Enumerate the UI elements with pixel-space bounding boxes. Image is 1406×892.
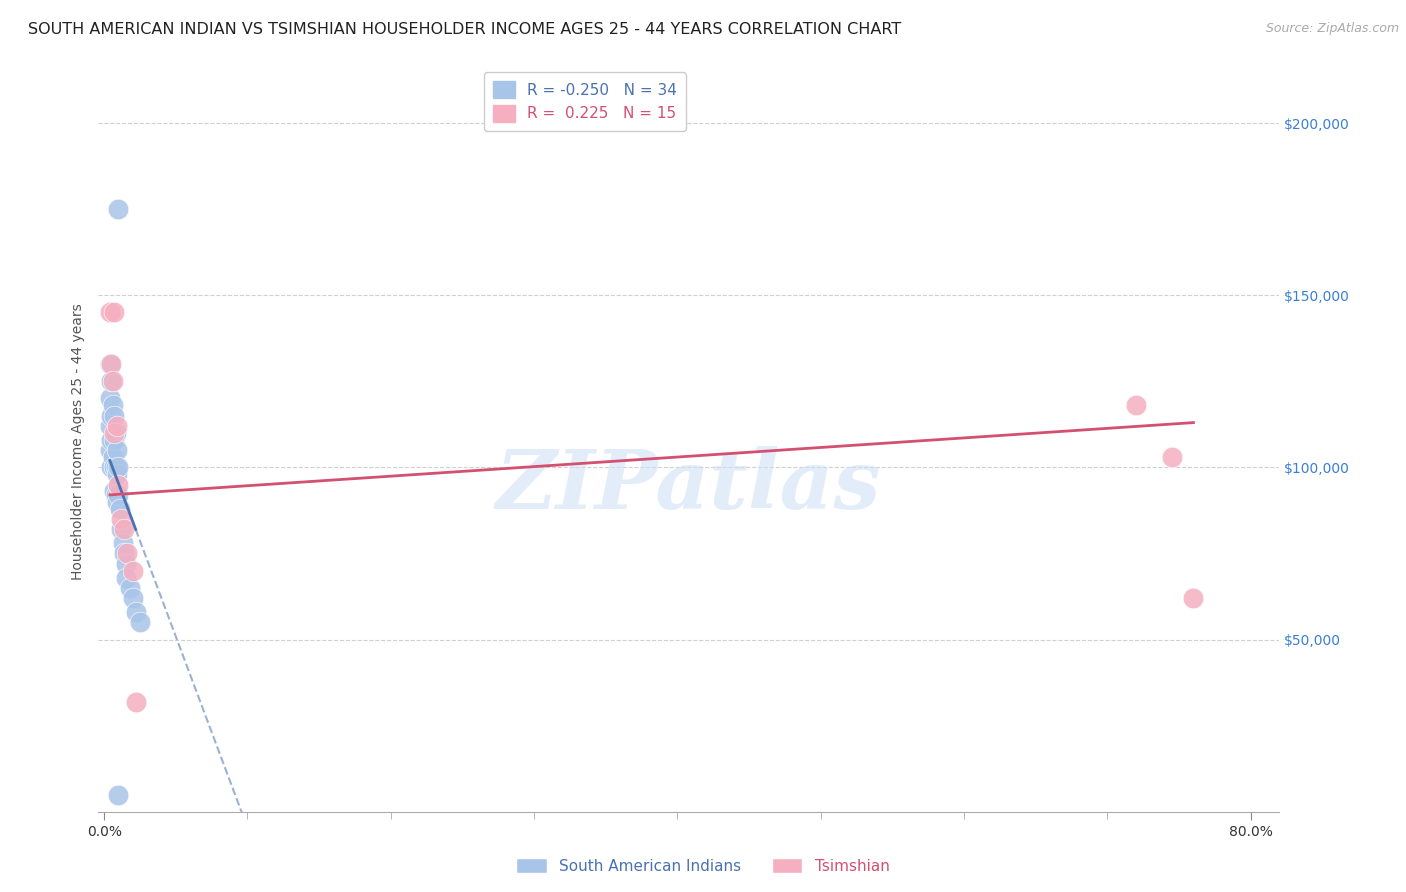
Text: Source: ZipAtlas.com: Source: ZipAtlas.com bbox=[1265, 22, 1399, 36]
Point bbox=[125, 605, 148, 619]
Point bbox=[121, 591, 143, 606]
Point bbox=[105, 467, 128, 482]
Point bbox=[1161, 450, 1184, 464]
Point bbox=[101, 450, 124, 464]
Point bbox=[100, 357, 122, 371]
Point bbox=[112, 522, 135, 536]
Point bbox=[115, 546, 138, 560]
Point bbox=[105, 443, 128, 458]
Point bbox=[105, 419, 128, 434]
Point bbox=[103, 484, 125, 499]
Point bbox=[104, 460, 127, 475]
Point bbox=[110, 512, 132, 526]
Point bbox=[107, 477, 129, 491]
Point bbox=[104, 425, 127, 440]
Point bbox=[104, 488, 127, 502]
Point bbox=[107, 488, 129, 502]
Point bbox=[98, 392, 121, 406]
Point bbox=[98, 305, 121, 319]
Point bbox=[103, 460, 125, 475]
Point bbox=[103, 433, 125, 447]
Point bbox=[107, 460, 129, 475]
Point bbox=[105, 495, 128, 509]
Point bbox=[98, 419, 121, 434]
Point bbox=[100, 460, 122, 475]
Point bbox=[103, 425, 125, 440]
Point bbox=[1125, 398, 1147, 412]
Point bbox=[121, 564, 143, 578]
Text: ZIPatlas: ZIPatlas bbox=[496, 446, 882, 526]
Point bbox=[110, 522, 132, 536]
Point bbox=[107, 202, 129, 216]
Text: SOUTH AMERICAN INDIAN VS TSIMSHIAN HOUSEHOLDER INCOME AGES 25 - 44 YEARS CORRELA: SOUTH AMERICAN INDIAN VS TSIMSHIAN HOUSE… bbox=[28, 22, 901, 37]
Point bbox=[108, 501, 131, 516]
Y-axis label: Householder Income Ages 25 - 44 years: Householder Income Ages 25 - 44 years bbox=[70, 303, 84, 580]
Point bbox=[98, 357, 121, 371]
Legend: R = -0.250   N = 34, R =  0.225   N = 15: R = -0.250 N = 34, R = 0.225 N = 15 bbox=[484, 71, 686, 131]
Point bbox=[114, 557, 136, 571]
Point bbox=[100, 433, 122, 447]
Point bbox=[125, 694, 148, 708]
Point bbox=[111, 536, 134, 550]
Point bbox=[129, 615, 152, 630]
Point bbox=[101, 398, 124, 412]
Point bbox=[101, 374, 124, 388]
Point bbox=[1182, 591, 1205, 606]
Point bbox=[118, 581, 141, 595]
Point bbox=[112, 546, 135, 560]
Point bbox=[100, 374, 122, 388]
Point bbox=[114, 570, 136, 584]
Legend: South American Indians, Tsimshian: South American Indians, Tsimshian bbox=[510, 852, 896, 880]
Point bbox=[103, 409, 125, 423]
Point bbox=[107, 788, 129, 802]
Point bbox=[103, 305, 125, 319]
Point bbox=[100, 409, 122, 423]
Point bbox=[98, 443, 121, 458]
